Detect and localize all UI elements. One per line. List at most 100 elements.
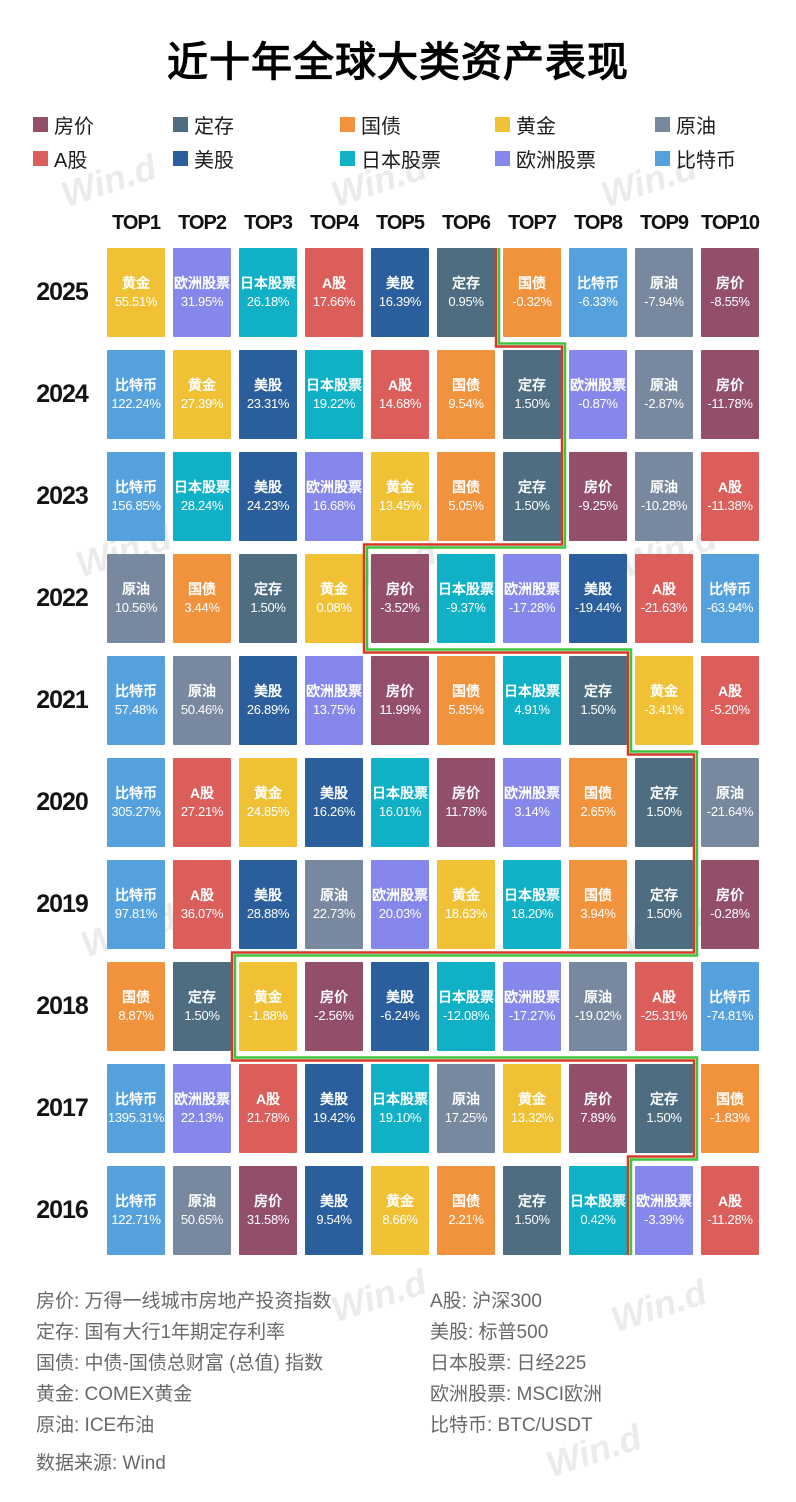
asset-cell: 国债 -0.32% bbox=[503, 248, 561, 337]
asset-cell: 比特币 122.24% bbox=[107, 350, 165, 439]
asset-cell: A股 -11.38% bbox=[701, 452, 759, 541]
asset-cell: A股 -11.28% bbox=[701, 1166, 759, 1255]
asset-cell-value: 16.01% bbox=[378, 804, 422, 820]
asset-cell: 黄金 13.45% bbox=[371, 452, 429, 541]
asset-cell-name: 日本股票 bbox=[174, 478, 230, 495]
asset-cell-value: 97.81% bbox=[114, 906, 158, 922]
year-label-2020: 2020 bbox=[36, 788, 89, 816]
asset-cell-name: 美股 bbox=[254, 682, 282, 699]
asset-cell: A股 36.07% bbox=[173, 860, 231, 949]
asset-cell-name: 日本股票 bbox=[504, 886, 560, 903]
column-header-top8: TOP8 bbox=[574, 212, 623, 234]
asset-cell: 美股 9.54% bbox=[305, 1166, 363, 1255]
asset-cell-value: 9.54% bbox=[448, 396, 484, 412]
legend-label: 欧洲股票 bbox=[516, 149, 596, 172]
asset-cell: 房价 -8.55% bbox=[701, 248, 759, 337]
asset-cell-value: 1.50% bbox=[514, 1212, 550, 1228]
asset-cell: 黄金 24.85% bbox=[239, 758, 297, 847]
asset-cell-name: 黄金 bbox=[386, 1192, 414, 1209]
asset-cell: 欧洲股票 -17.27% bbox=[503, 962, 561, 1051]
asset-cell: 欧洲股票 3.14% bbox=[503, 758, 561, 847]
asset-cell-value: 18.20% bbox=[510, 906, 554, 922]
asset-cell: 国债 8.87% bbox=[107, 962, 165, 1051]
footnotes: 房价: 万得一线城市房地产投资指数 定存: 国有大行1年期定存利率 国债: 中债-国… bbox=[36, 1286, 776, 1441]
asset-cell-value: 1.50% bbox=[646, 906, 682, 922]
legend-item-oil: 原油 bbox=[655, 112, 716, 138]
asset-cell-name: 美股 bbox=[386, 988, 414, 1005]
asset-cell: A股 -25.31% bbox=[635, 962, 693, 1051]
legend-label: 比特币 bbox=[676, 149, 736, 172]
asset-cell-value: 7.89% bbox=[580, 1110, 616, 1126]
oil-legend-swatch bbox=[655, 116, 670, 132]
asset-cell-value: 16.26% bbox=[312, 804, 356, 820]
asset-cell-value: -17.28% bbox=[508, 600, 556, 616]
asset-cell-name: A股 bbox=[255, 1090, 281, 1107]
asset-cell-name: 欧洲股票 bbox=[570, 376, 626, 393]
asset-cell-value: 26.18% bbox=[246, 294, 290, 310]
asset-cell-name: 原油 bbox=[650, 376, 678, 393]
asset-cell-value: 28.88% bbox=[246, 906, 290, 922]
asset-cell-value: 122.24% bbox=[111, 396, 161, 412]
column-header-top9: TOP9 bbox=[640, 212, 689, 234]
asset-cell-value: -9.37% bbox=[446, 600, 486, 616]
asset-cell-value: -3.52% bbox=[380, 600, 420, 616]
asset-cell-value: 36.07% bbox=[180, 906, 224, 922]
asset-cell-value: 28.24% bbox=[180, 498, 224, 514]
asset-cell-name: 比特币 bbox=[577, 274, 619, 291]
footnote-line: 原油: ICE布油 bbox=[36, 1415, 155, 1436]
legend-item-usstock: 美股 bbox=[173, 146, 234, 172]
asset-cell-name: 比特币 bbox=[115, 784, 157, 801]
asset-cell-name: 原油 bbox=[188, 1192, 216, 1209]
asset-cell-name: 比特币 bbox=[115, 478, 157, 495]
asset-cell-name: 日本股票 bbox=[438, 988, 494, 1005]
asset-cell: 原油 -7.94% bbox=[635, 248, 693, 337]
asset-cell-name: 国债 bbox=[188, 580, 216, 597]
asset-cell: 比特币 -6.33% bbox=[569, 248, 627, 337]
deposit-legend-swatch bbox=[173, 116, 188, 132]
asset-cell-value: 50.46% bbox=[180, 702, 224, 718]
asset-cell-name: 定存 bbox=[518, 376, 546, 393]
gold-legend-swatch bbox=[495, 116, 510, 132]
asset-cell: 日本股票 4.91% bbox=[503, 656, 561, 745]
asset-cell: 比特币 -74.81% bbox=[701, 962, 759, 1051]
asset-cell-name: 黄金 bbox=[254, 988, 282, 1005]
asset-cell-value: 1395.31% bbox=[107, 1110, 165, 1126]
asset-cell-name: 美股 bbox=[584, 580, 612, 597]
asset-cell-name: A股 bbox=[189, 886, 215, 903]
asset-cell-value: 0.95% bbox=[448, 294, 484, 310]
bond-legend-swatch bbox=[340, 116, 355, 132]
asset-cell: 定存 1.50% bbox=[503, 1166, 561, 1255]
asset-cell-value: -2.87% bbox=[644, 396, 684, 412]
asset-cell-value: 55.51% bbox=[114, 294, 158, 310]
asset-cell-value: 0.08% bbox=[316, 600, 352, 616]
asset-cell-name: 比特币 bbox=[115, 1090, 157, 1107]
asset-cell-value: -21.64% bbox=[706, 804, 754, 820]
asset-cell-value: 4.91% bbox=[514, 702, 550, 718]
usstock-legend-swatch bbox=[173, 150, 188, 166]
year-label-2016: 2016 bbox=[36, 1196, 89, 1224]
asset-cell: 比特币 305.27% bbox=[107, 758, 165, 847]
asset-cell-name: 日本股票 bbox=[438, 580, 494, 597]
legend-item-eustock: 欧洲股票 bbox=[495, 146, 596, 172]
asset-cell-name: 欧洲股票 bbox=[504, 784, 560, 801]
asset-cell-value: 24.23% bbox=[246, 498, 290, 514]
asset-cell: 定存 1.50% bbox=[569, 656, 627, 745]
asset-cell: 房价 11.99% bbox=[371, 656, 429, 745]
asset-cell-value: -6.33% bbox=[578, 294, 618, 310]
bitcoin-legend-swatch bbox=[655, 150, 670, 166]
legend-label: 黄金 bbox=[516, 115, 556, 138]
asset-cell: 房价 -3.52% bbox=[371, 554, 429, 643]
asset-cell-name: 原油 bbox=[716, 784, 744, 801]
asset-cell: 原油 -2.87% bbox=[635, 350, 693, 439]
legend-label: 房价 bbox=[54, 115, 94, 138]
asset-cell-name: 日本股票 bbox=[372, 784, 428, 801]
asset-cell-name: 原油 bbox=[320, 886, 348, 903]
asset-cell-name: 美股 bbox=[320, 1090, 348, 1107]
asset-cell-value: 11.78% bbox=[445, 804, 487, 820]
year-label-2022: 2022 bbox=[36, 584, 89, 612]
asset-cell: 原油 -10.28% bbox=[635, 452, 693, 541]
asset-cell-value: 13.75% bbox=[312, 702, 356, 718]
asset-cell: 定存 1.50% bbox=[239, 554, 297, 643]
legend-label: 国债 bbox=[361, 115, 401, 138]
